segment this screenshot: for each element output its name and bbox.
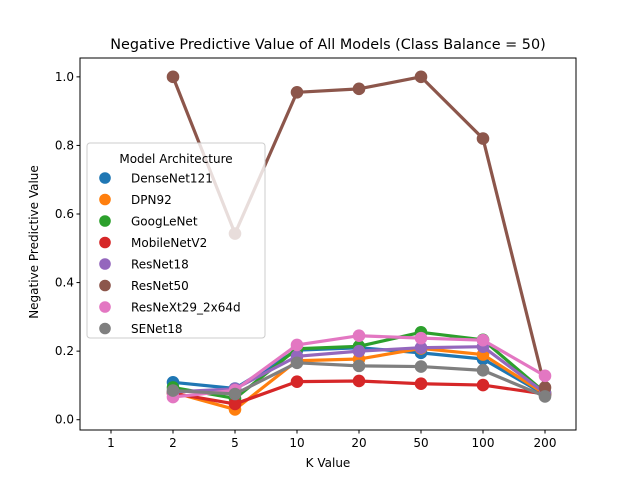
data-point (228, 387, 242, 401)
plot-frame (79, 57, 577, 431)
series-layer (166, 70, 552, 416)
data-point (476, 378, 490, 392)
y-tick-label: 0.2 (55, 344, 74, 358)
data-point (290, 375, 304, 388)
x-tick-label: 200 (534, 436, 557, 450)
data-point (352, 374, 366, 388)
legend-marker (99, 322, 111, 335)
x-tick-label: 100 (472, 436, 495, 450)
data-point (476, 132, 490, 145)
legend-marker (99, 172, 111, 184)
data-point (166, 70, 180, 84)
legend-label: ResNet18 (131, 258, 189, 272)
x-tick-label: 1 (107, 436, 115, 450)
legend-marker (99, 215, 111, 227)
x-tick-label: 50 (413, 436, 428, 450)
x-tick-label: 2 (169, 436, 177, 450)
legend-label: GoogLeNet (131, 215, 198, 229)
legend-marker (99, 193, 111, 206)
legend-label: ResNeXt29_2x64d (131, 301, 241, 315)
data-point (290, 356, 304, 370)
legend-label: MobileNetV2 (131, 236, 207, 250)
legend-label: ResNet50 (131, 279, 189, 293)
legend-label: SENet18 (131, 322, 183, 336)
data-point (414, 70, 428, 84)
data-point (414, 377, 428, 391)
data-point (352, 359, 366, 373)
data-point (290, 338, 304, 352)
y-tick-label: 0.6 (55, 207, 74, 221)
y-tick-label: 0.0 (55, 413, 74, 427)
y-tick-label: 0.8 (55, 138, 74, 152)
y-tick-label: 1.0 (55, 70, 74, 84)
legend-label: DPN92 (131, 193, 172, 207)
legend-marker (99, 279, 111, 292)
x-axis-label: K Value (306, 456, 351, 470)
data-point (352, 344, 366, 358)
data-point (352, 329, 366, 343)
data-point (538, 369, 552, 383)
data-point (414, 360, 428, 373)
x-tick-label: 5 (231, 436, 239, 450)
series-senet18 (166, 356, 552, 403)
axes: 0.0 0.2 0.4 0.6 0.8 1.0 1 2 5 10 20 50 100 200 (55, 57, 577, 450)
data-point (290, 85, 304, 99)
x-tick-label: 10 (289, 436, 304, 450)
legend-box (86, 142, 266, 339)
legend-title: Model Architecture (119, 152, 232, 166)
data-point (476, 364, 490, 377)
y-tick-label: 0.4 (55, 276, 74, 290)
x-tick-label: 20 (351, 436, 366, 450)
data-point (352, 82, 366, 96)
legend-marker (99, 236, 111, 249)
data-point (414, 331, 428, 345)
legend-label: DenseNet121 (131, 172, 213, 186)
legend-marker (99, 301, 111, 313)
data-point (166, 384, 180, 397)
data-point (538, 390, 552, 403)
data-point (476, 333, 490, 347)
chart-title: Negative Predictive Value of All Models … (110, 37, 545, 53)
legend: Model Architecture DenseNet121 DPN92 GoogL… (86, 142, 266, 339)
y-axis-label: Negative Predictive Value (27, 165, 41, 319)
legend-marker (99, 258, 111, 270)
